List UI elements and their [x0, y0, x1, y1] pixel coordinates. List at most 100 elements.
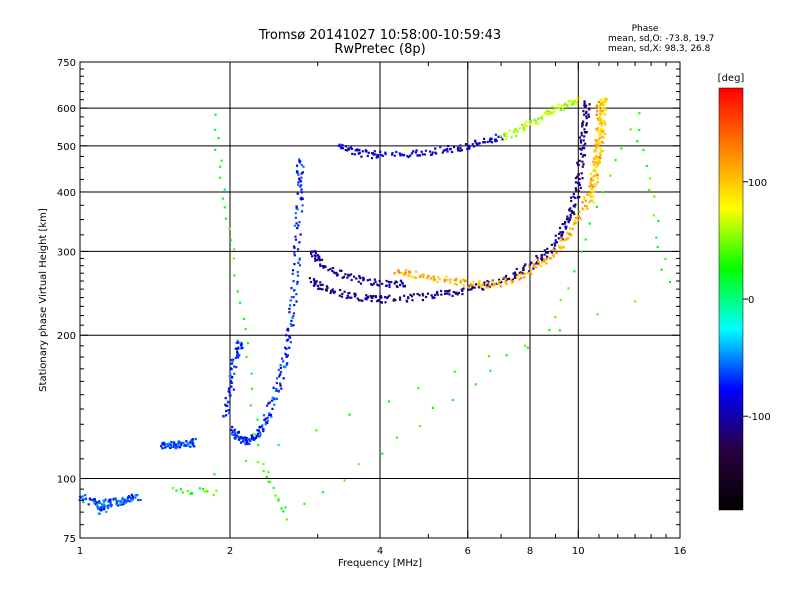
data-point — [339, 288, 342, 292]
data-point — [348, 291, 351, 295]
data-point — [590, 184, 594, 187]
data-point — [402, 154, 405, 157]
data-point — [442, 149, 445, 152]
data-point — [497, 281, 500, 285]
data-point — [585, 110, 588, 113]
data-point — [273, 397, 276, 400]
data-point — [566, 231, 569, 234]
data-point — [292, 312, 296, 315]
data-point — [404, 271, 407, 274]
data-point — [84, 494, 87, 497]
data-point — [300, 176, 303, 179]
data-point — [580, 152, 583, 155]
data-point — [638, 128, 641, 132]
data-point — [246, 342, 250, 345]
data-point — [374, 153, 377, 156]
data-point — [233, 428, 236, 431]
data-point — [481, 287, 484, 290]
data-point — [572, 211, 575, 214]
data-point — [370, 299, 373, 303]
data-point — [446, 292, 449, 295]
data-point — [262, 414, 266, 417]
data-point — [384, 153, 387, 156]
data-point — [495, 282, 498, 285]
data-point — [285, 354, 288, 357]
data-point — [588, 107, 591, 111]
data-point — [447, 144, 450, 148]
data-point — [365, 298, 368, 301]
data-point — [298, 179, 301, 182]
data-point — [319, 283, 322, 287]
data-point — [505, 354, 508, 357]
data-point — [598, 152, 601, 155]
data-point — [397, 270, 400, 273]
data-point — [469, 283, 472, 286]
data-point — [300, 172, 303, 175]
data-point — [348, 274, 351, 277]
data-point — [321, 288, 324, 291]
data-point — [486, 282, 489, 286]
data-point — [252, 438, 255, 442]
data-point — [289, 322, 292, 326]
data-point — [380, 282, 384, 285]
data-point — [582, 144, 585, 147]
data-point — [282, 510, 285, 513]
data-point — [589, 172, 592, 176]
data-point — [587, 115, 591, 118]
data-point — [599, 134, 602, 138]
data-point — [163, 443, 166, 446]
data-point — [98, 501, 101, 504]
data-point — [299, 160, 302, 163]
data-point — [179, 446, 182, 449]
data-point — [130, 493, 133, 496]
data-point — [295, 169, 299, 173]
data-point — [453, 370, 456, 373]
data-point — [599, 114, 602, 118]
stats-x: mean, sd,X: 98.3, 26.8 — [608, 44, 711, 54]
data-point — [371, 283, 374, 286]
data-point — [498, 283, 501, 286]
axis-ticks: 1 2 4 6 8 10 16 75 100 200 300 400 500 600 750 — [57, 58, 686, 557]
data-point — [190, 442, 193, 445]
data-point — [275, 377, 279, 380]
data-point — [598, 155, 601, 159]
data-point — [390, 281, 393, 284]
data-point — [203, 490, 206, 493]
data-point — [550, 257, 553, 260]
data-point — [551, 105, 554, 108]
data-point — [175, 489, 178, 492]
data-point — [248, 442, 251, 446]
data-point — [271, 407, 274, 410]
data-point — [592, 175, 596, 178]
data-point — [575, 97, 579, 100]
data-point — [656, 245, 659, 249]
data-point — [362, 278, 365, 281]
data-point — [185, 441, 188, 444]
data-point — [577, 215, 580, 218]
data-point — [212, 493, 215, 497]
data-point — [185, 440, 188, 443]
data-point — [260, 425, 264, 428]
data-point — [596, 129, 599, 132]
data-point — [400, 281, 403, 284]
data-point — [506, 278, 509, 281]
data-point — [368, 278, 371, 281]
data-point — [580, 134, 583, 137]
data-point — [109, 498, 112, 501]
data-point — [469, 284, 473, 287]
data-point — [388, 294, 391, 297]
data-point — [230, 358, 233, 362]
data-point — [577, 219, 580, 222]
data-point — [455, 283, 458, 286]
data-point — [293, 288, 296, 292]
data-point — [578, 177, 581, 181]
data-point — [205, 490, 209, 493]
data-point — [415, 149, 418, 152]
data-point — [461, 289, 464, 292]
data-point — [92, 499, 95, 503]
data-point — [603, 100, 606, 103]
data-point — [194, 437, 198, 441]
data-point — [568, 208, 571, 211]
data-point — [352, 275, 356, 278]
data-point — [313, 254, 316, 257]
